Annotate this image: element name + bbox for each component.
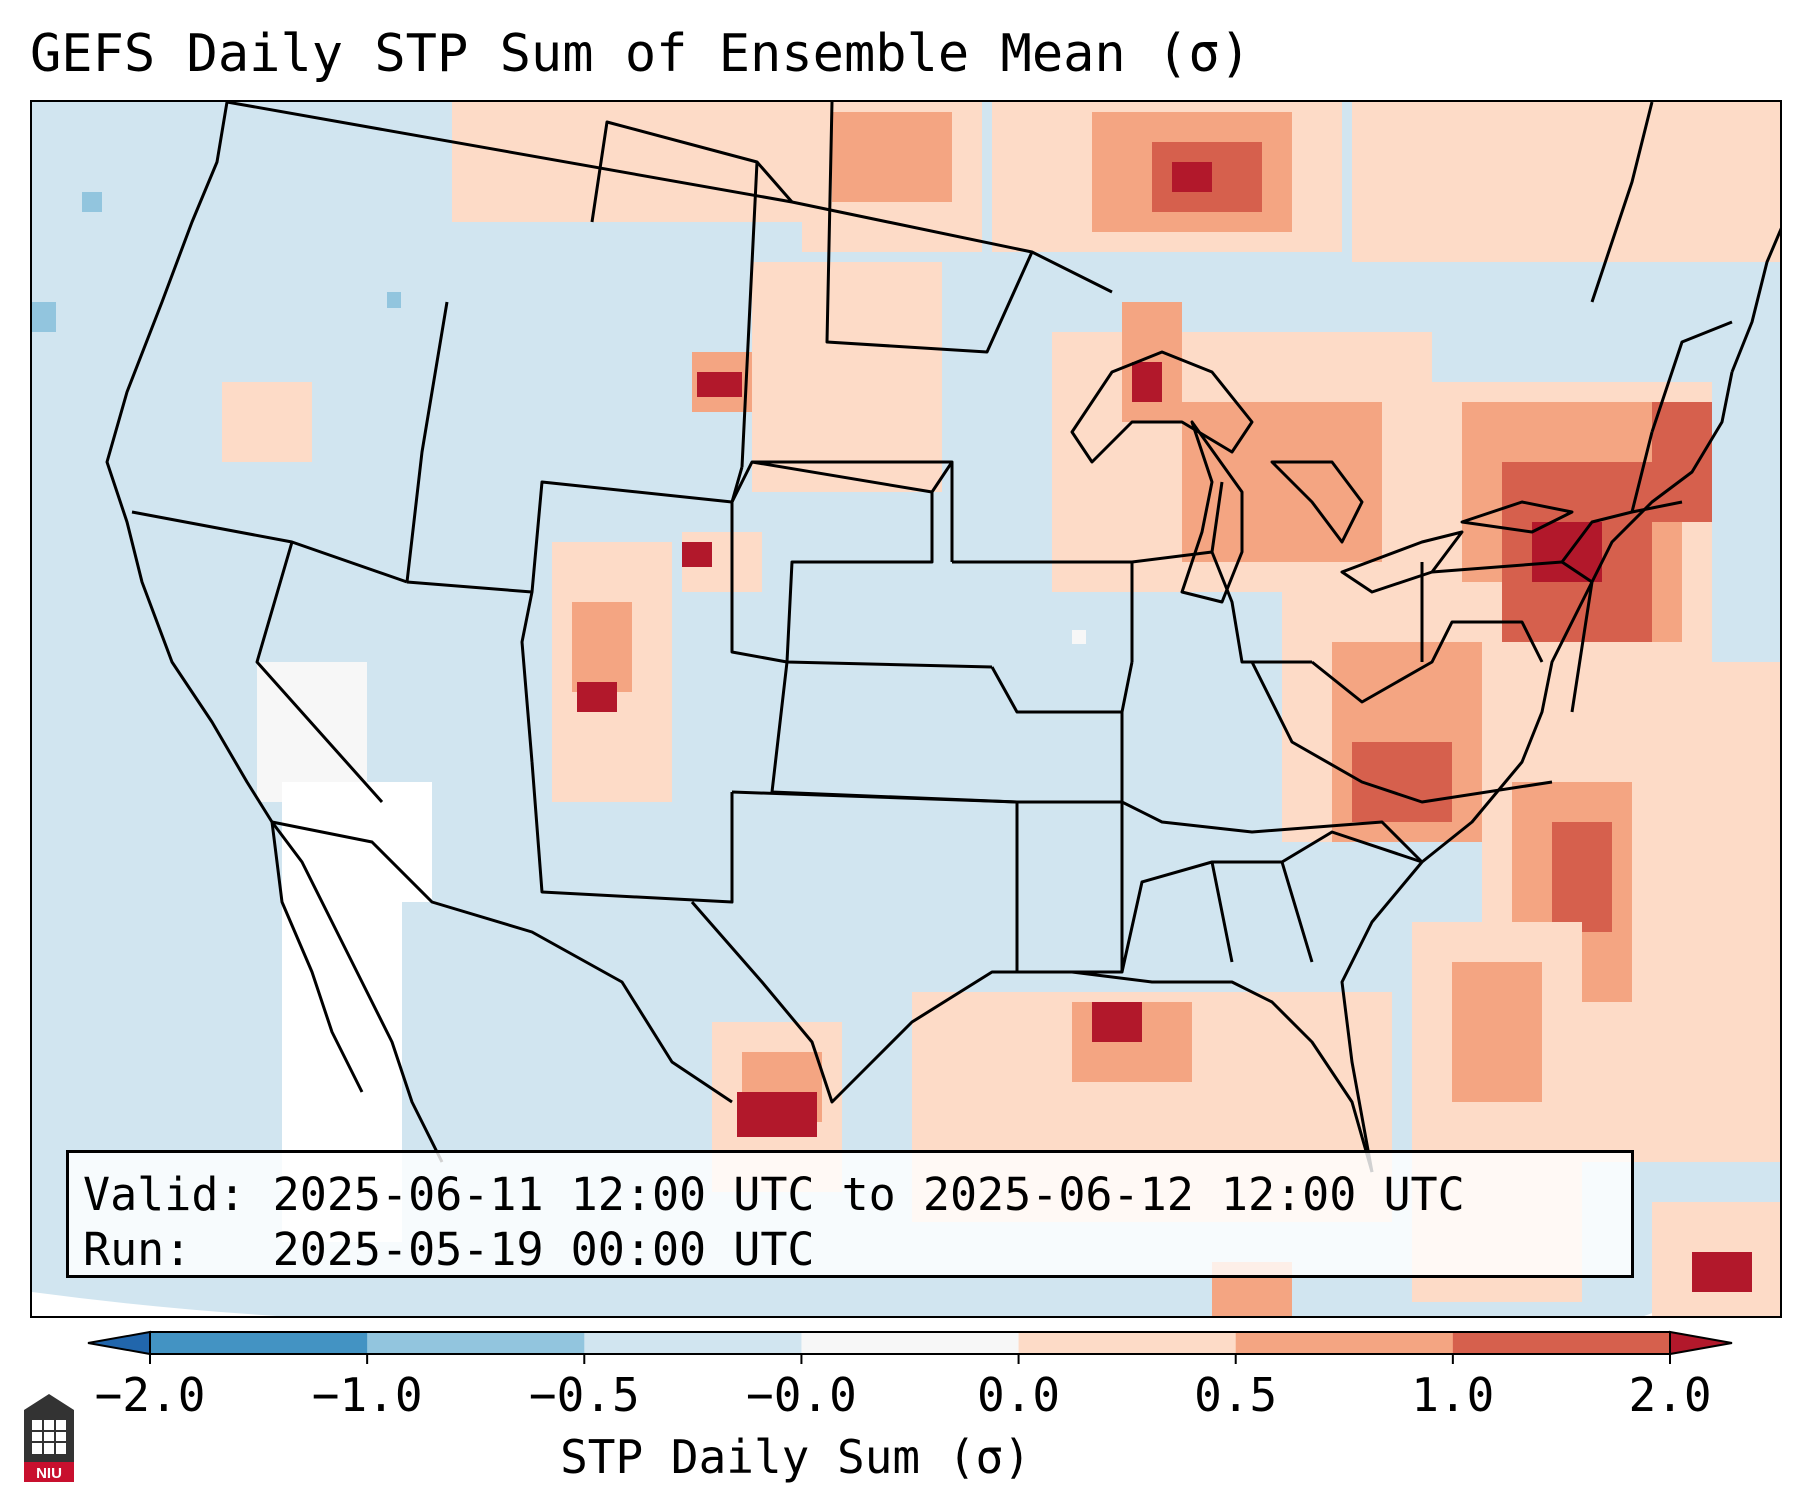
- colorbar-tick-label: −0.5: [528, 1368, 640, 1422]
- colorbar-bin: [584, 1332, 802, 1354]
- run-time-value: 2025-05-19 00:00 UTC: [272, 1223, 815, 1276]
- colorbar-label: STP Daily Sum (σ): [560, 1430, 1031, 1484]
- colorbar-bin: [150, 1332, 368, 1354]
- colorbar-tick-label: −1.0: [311, 1368, 423, 1422]
- map-boundaries: [105, 102, 1780, 1173]
- colorbar-tick-label: 0.0: [977, 1368, 1061, 1422]
- valid-label: Valid:: [83, 1168, 246, 1221]
- valid-run-info-box: Valid: 2025-06-11 12:00 UTC to 2025-06-1…: [66, 1150, 1634, 1278]
- colorbar-tick-label: 0.5: [1194, 1368, 1278, 1422]
- colorbar-tick-label: −2.0: [94, 1368, 206, 1422]
- colorbar-frame: [149, 1331, 1671, 1355]
- colorbar-extend-high: [1669, 1330, 1733, 1356]
- colorbar-bin: [367, 1332, 585, 1354]
- projection-edge: [32, 1292, 278, 1316]
- colorbar-bin: [1452, 1332, 1671, 1354]
- run-label: Run:: [83, 1223, 192, 1276]
- colorbar-tick-label: 2.0: [1628, 1368, 1712, 1422]
- colorbar-tick-label: −0.0: [746, 1368, 857, 1422]
- colorbar-bin: [1018, 1332, 1237, 1354]
- niu-logo: NIU: [24, 1394, 74, 1482]
- map-panel: [30, 100, 1782, 1318]
- colorbar: [87, 1330, 1733, 1364]
- map-canvas: [32, 102, 1780, 1316]
- colorbar-bin: [1235, 1332, 1454, 1354]
- colorbar-extend-low: [87, 1330, 151, 1356]
- colorbar-bin: [801, 1332, 1020, 1354]
- valid-time-value: 2025-06-11 12:00 UTC to 2025-06-12 12:00…: [272, 1168, 1465, 1221]
- colorbar-tick-label: 1.0: [1411, 1368, 1495, 1422]
- chart-title: GEFS Daily STP Sum of Ensemble Mean (σ): [30, 24, 1251, 84]
- niu-logo-text: NIU: [36, 1465, 62, 1482]
